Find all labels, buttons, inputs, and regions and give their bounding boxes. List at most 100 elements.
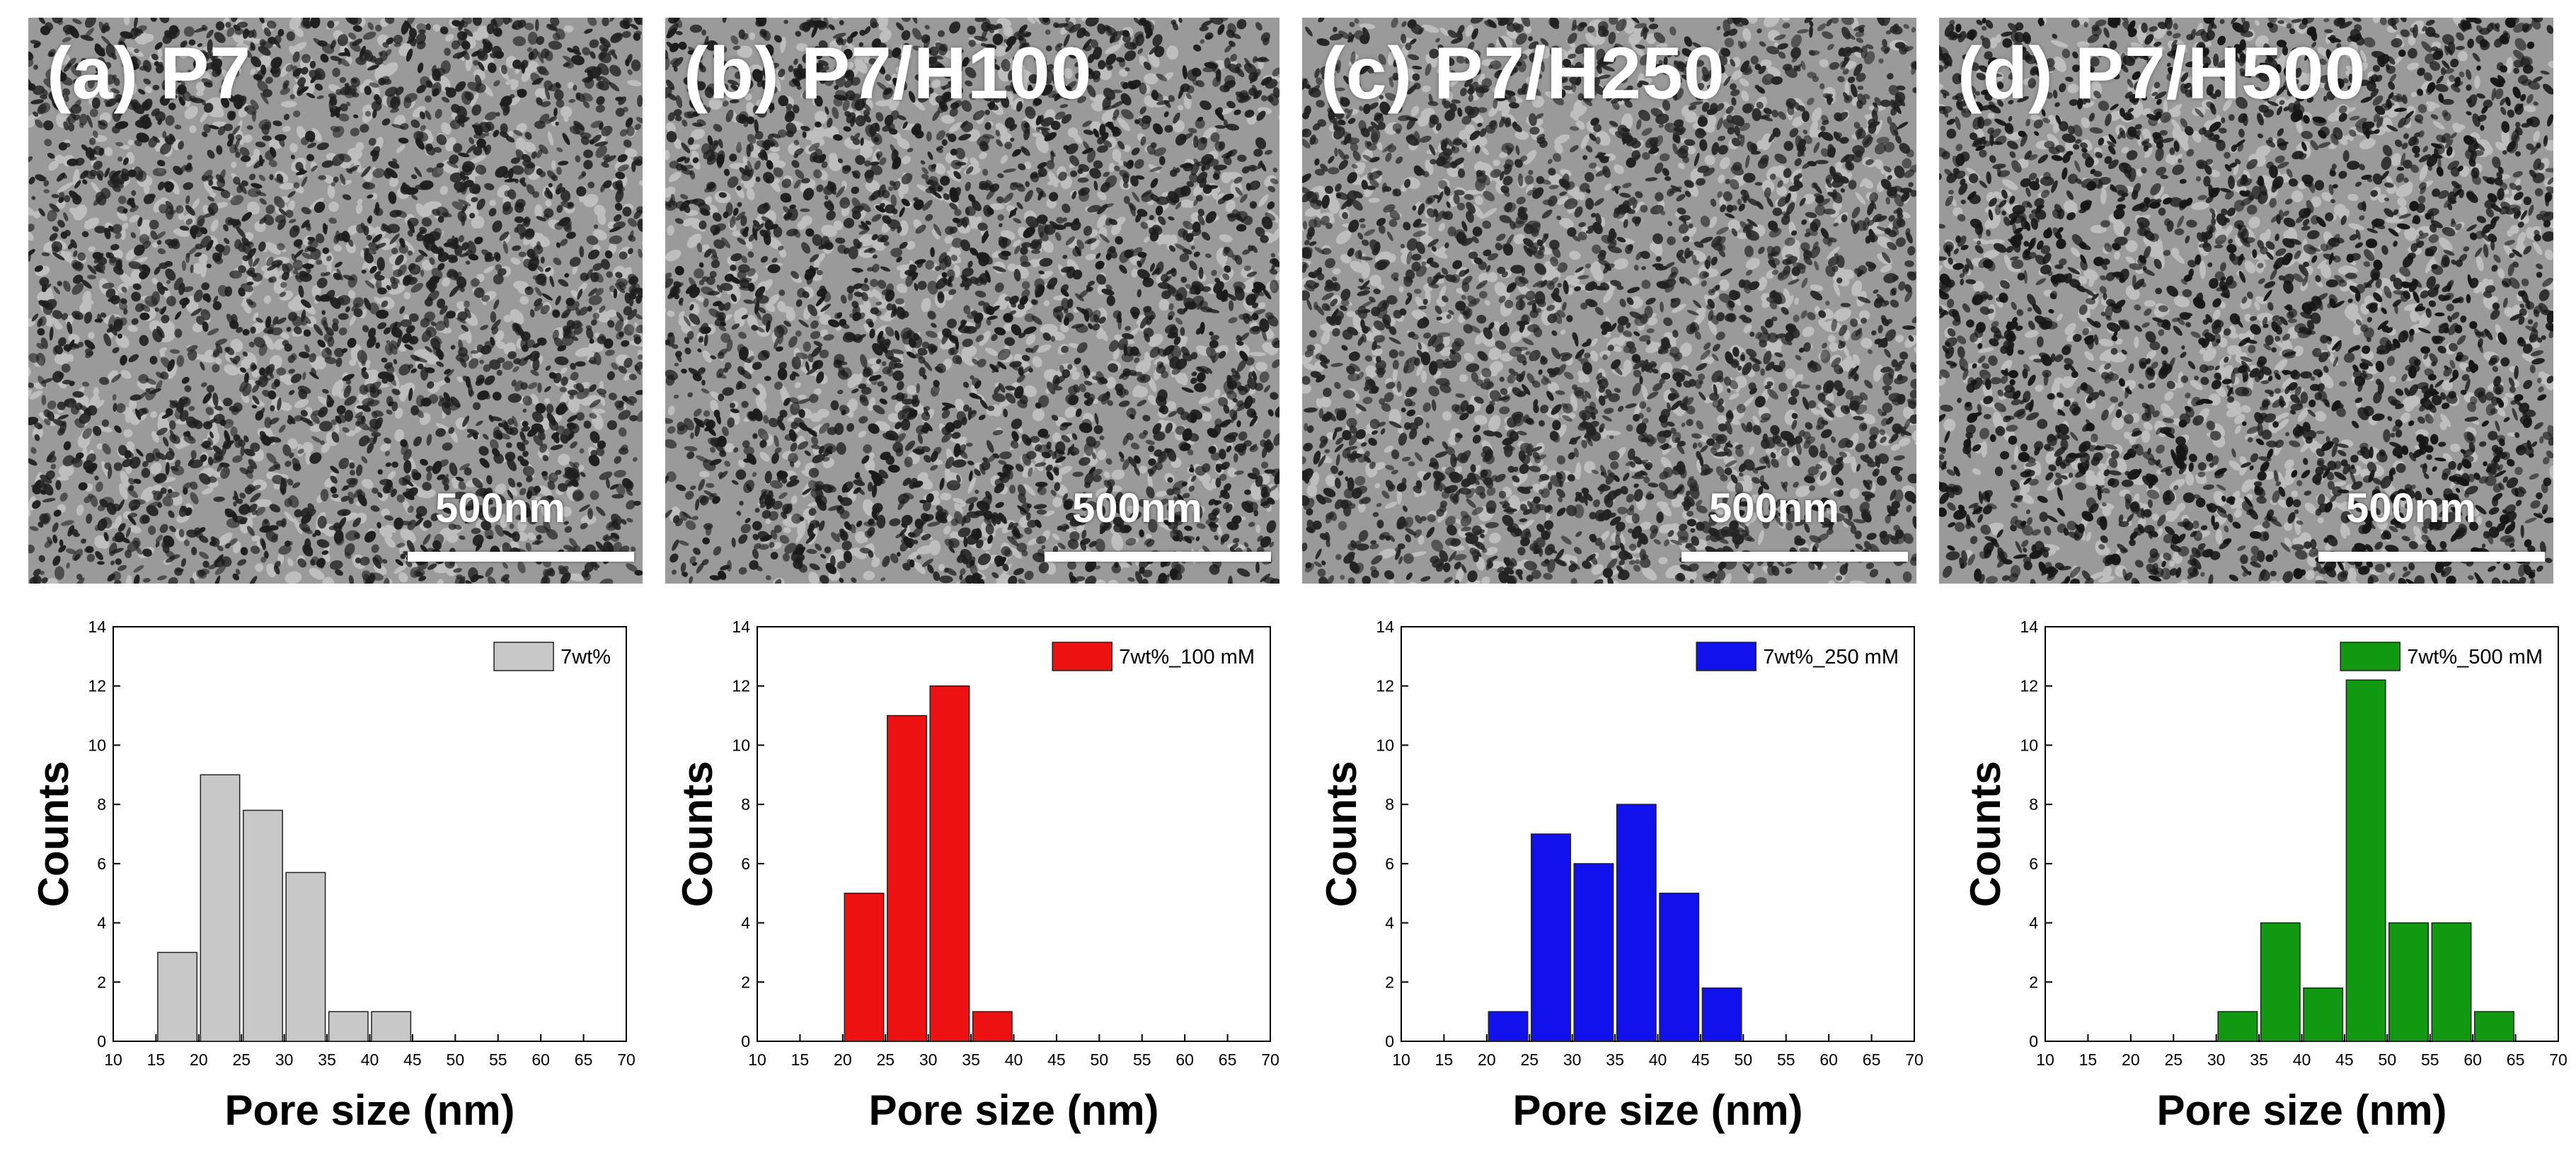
legend-label: 7wt%_500 mM: [2407, 646, 2543, 668]
legend-swatch: [2340, 642, 2400, 671]
scalebar-label: 500nm: [2346, 485, 2476, 531]
y-tick-label: 2: [2029, 973, 2038, 991]
y-tick-label: 0: [2029, 1032, 2038, 1050]
histogram-bar: [887, 714, 927, 1042]
sem-panel-b: (b) P7/H100 500nm: [665, 18, 1280, 584]
histogram-bar: [2473, 1011, 2514, 1042]
y-axis-label: Counts: [1962, 761, 2009, 908]
y-tick-label: 8: [2029, 795, 2038, 814]
y-axis-label: Counts: [1318, 761, 1365, 908]
scalebar: [1681, 552, 1908, 562]
scalebar-label: 500nm: [1709, 485, 1839, 531]
panel-label: (c) P7/H250: [1321, 33, 1725, 115]
legend-swatch: [1696, 642, 1756, 671]
y-tick-label: 8: [741, 795, 750, 814]
x-tick-label: 30: [919, 1050, 938, 1069]
y-tick-label: 4: [2029, 914, 2038, 932]
x-axis-label: Pore size (nm): [1512, 1087, 1802, 1134]
x-tick-label: 15: [791, 1050, 810, 1069]
x-tick-label: 60: [2463, 1050, 2482, 1069]
sem-panel-c: (c) P7/H250 500nm: [1302, 18, 1916, 584]
histogram-bar: [972, 1011, 1013, 1042]
x-tick-label: 25: [2164, 1050, 2183, 1069]
plot-frame: [757, 626, 1271, 1042]
y-tick-label: 8: [97, 795, 106, 814]
scalebar-label: 500nm: [1072, 485, 1202, 531]
x-tick-label: 35: [318, 1050, 336, 1069]
x-tick-label: 50: [447, 1050, 465, 1069]
x-tick-label: 70: [1261, 1050, 1280, 1069]
y-tick-label: 8: [1385, 795, 1394, 814]
x-tick-label: 60: [1175, 1050, 1194, 1069]
scalebar-label: 500nm: [435, 485, 565, 531]
y-tick-label: 6: [2029, 855, 2038, 873]
x-tick-label: 55: [1133, 1050, 1151, 1069]
x-tick-label: 55: [1777, 1050, 1795, 1069]
legend-label: 7wt%: [560, 646, 611, 668]
histogram-bar: [1488, 1011, 1529, 1042]
x-tick-label: 10: [2036, 1050, 2054, 1069]
histogram-bar: [157, 951, 198, 1042]
y-axis-label: Counts: [674, 761, 721, 908]
y-tick-label: 2: [741, 973, 750, 991]
y-tick-label: 2: [1385, 973, 1394, 991]
y-tick-label: 10: [1376, 736, 1394, 754]
x-tick-label: 10: [104, 1050, 122, 1069]
x-tick-label: 35: [1606, 1050, 1624, 1069]
histogram-bar: [2345, 679, 2386, 1042]
x-tick-label: 40: [2293, 1050, 2311, 1069]
legend-label: 7wt%_100 mM: [1119, 646, 1255, 668]
histogram-bar: [328, 1011, 369, 1042]
plot-frame: [2045, 626, 2559, 1042]
x-tick-label: 60: [1819, 1050, 1838, 1069]
x-tick-label: 70: [617, 1050, 636, 1069]
x-tick-label: 15: [2079, 1050, 2098, 1069]
histogram-c: 0 2 4 6 8 10 12 14 10 15 20 25 30 35 40 45 50 55 60 65 70 Por…: [1318, 618, 1924, 1134]
x-tick-label: 50: [1091, 1050, 1109, 1069]
x-tick-label: 50: [1735, 1050, 1753, 1069]
x-tick-label: 10: [748, 1050, 766, 1069]
x-tick-label: 55: [2421, 1050, 2439, 1069]
histogram-bar: [2431, 922, 2472, 1042]
histogram-bar: [2217, 1011, 2258, 1042]
sem-texture: [1939, 18, 2553, 584]
x-tick-label: 20: [1478, 1050, 1496, 1069]
sem-texture: [665, 18, 1280, 584]
x-axis-label: Pore size (nm): [2156, 1087, 2446, 1134]
y-tick-label: 14: [88, 618, 106, 636]
histogram-bar: [285, 872, 326, 1042]
x-tick-label: 20: [190, 1050, 208, 1069]
panel-label: (a) P7: [47, 33, 252, 115]
y-tick-label: 12: [1376, 677, 1394, 695]
sem-texture: [1302, 18, 1916, 584]
x-tick-label: 45: [2335, 1050, 2354, 1069]
histogram-bar: [2303, 987, 2344, 1042]
histogram-a: 0 2 4 6 8 10 12 14 10 15 20 25 30 35 40 45 50 55 60 65 70 Por…: [30, 618, 636, 1134]
scalebar: [2318, 552, 2545, 562]
x-tick-label: 60: [531, 1050, 550, 1069]
x-tick-label: 70: [2549, 1050, 2568, 1069]
x-tick-label: 10: [1392, 1050, 1410, 1069]
sem-texture: [28, 18, 643, 584]
x-tick-label: 45: [1691, 1050, 1710, 1069]
histogram-bar: [844, 892, 885, 1042]
x-tick-label: 70: [1905, 1050, 1924, 1069]
y-tick-label: 0: [97, 1032, 106, 1050]
histogram-bar: [1659, 892, 1700, 1042]
x-tick-label: 30: [275, 1050, 294, 1069]
histogram-bar: [371, 1011, 412, 1042]
histogram-bar: [200, 774, 241, 1042]
scalebar: [1045, 552, 1271, 562]
y-tick-label: 6: [1385, 855, 1394, 873]
histogram-bar: [243, 809, 283, 1042]
x-tick-label: 35: [2250, 1050, 2268, 1069]
y-tick-label: 4: [97, 914, 106, 932]
panel-label: (b) P7/H100: [684, 33, 1093, 115]
x-tick-label: 65: [2507, 1050, 2525, 1069]
y-tick-label: 2: [97, 973, 106, 991]
histogram-d: 0 2 4 6 8 10 12 14 10 15 20 25 30 35 40 45 50 55 60 65 70 Por…: [1962, 618, 2568, 1134]
scalebar: [408, 552, 634, 562]
histogram-bar: [1573, 863, 1614, 1042]
y-tick-label: 12: [732, 677, 750, 695]
y-tick-label: 6: [97, 855, 106, 873]
